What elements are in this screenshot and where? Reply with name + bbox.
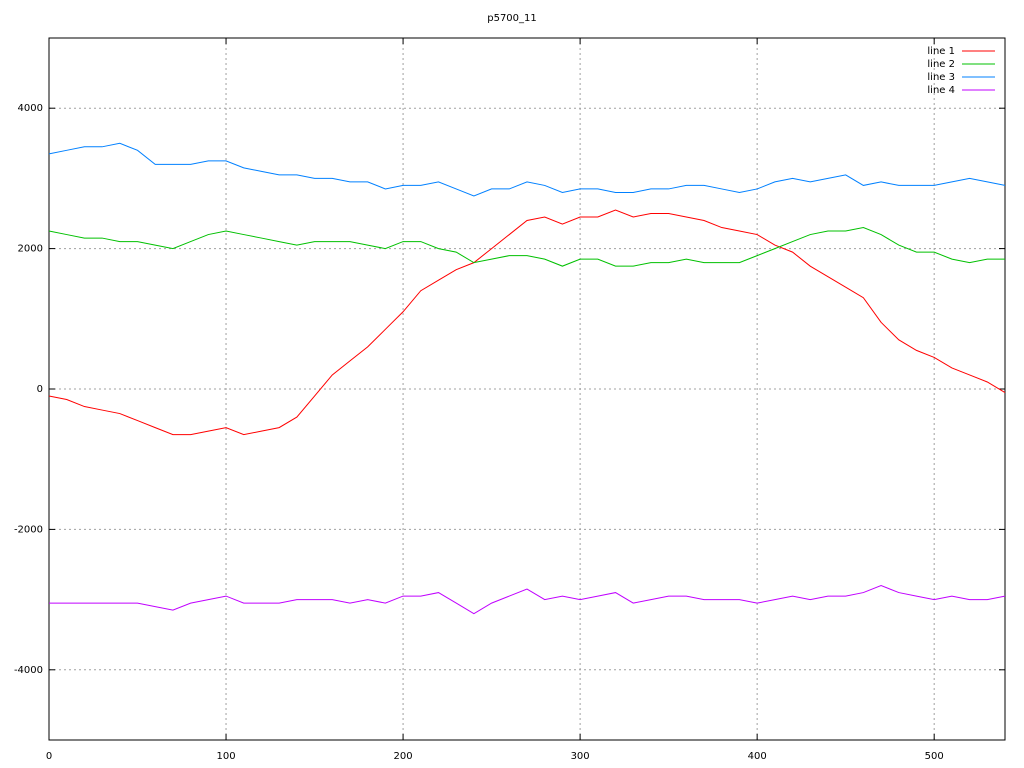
y-tick-label: 0 — [37, 384, 43, 395]
x-tick-label: 200 — [394, 751, 413, 762]
y-tick-label: 4000 — [18, 103, 43, 114]
legend-label: line 3 — [927, 72, 955, 83]
legend-label: line 4 — [927, 85, 955, 96]
x-tick-label: 300 — [571, 751, 590, 762]
series-line — [49, 585, 1006, 615]
series-line — [48, 227, 1005, 267]
y-tick-label: 2000 — [18, 244, 43, 255]
plot-frame — [48, 37, 1006, 741]
y-tick-label: -2000 — [14, 524, 43, 535]
x-tick-label: 500 — [925, 751, 944, 762]
chart-title: p5700_11 — [487, 13, 537, 24]
legend-label: line 1 — [927, 46, 955, 57]
x-tick-label: 100 — [216, 751, 235, 762]
series-line — [48, 209, 1006, 436]
series-line — [48, 142, 1006, 197]
legend-label: line 2 — [927, 59, 955, 70]
x-tick-label: 0 — [46, 751, 52, 762]
y-tick-label: -4000 — [14, 665, 43, 676]
x-tick-label: 400 — [748, 751, 767, 762]
